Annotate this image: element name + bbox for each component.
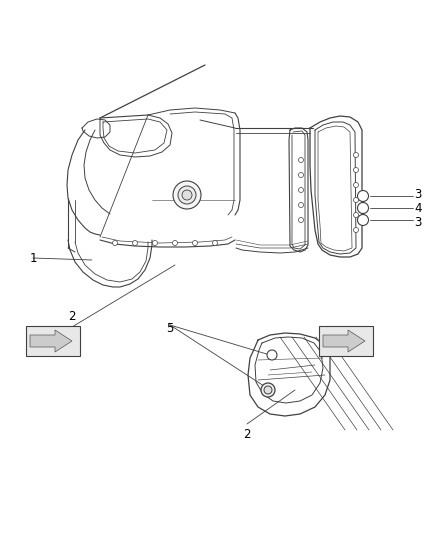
Circle shape (182, 190, 192, 200)
Circle shape (173, 181, 201, 209)
Circle shape (353, 152, 358, 157)
Text: 1: 1 (29, 252, 37, 264)
Circle shape (353, 182, 358, 188)
Circle shape (299, 173, 304, 177)
Circle shape (261, 383, 275, 397)
Text: 2: 2 (68, 310, 76, 322)
Circle shape (299, 217, 304, 222)
Circle shape (353, 213, 358, 217)
FancyBboxPatch shape (26, 326, 80, 356)
Circle shape (357, 203, 368, 214)
Circle shape (353, 228, 358, 232)
Circle shape (267, 350, 277, 360)
Circle shape (353, 198, 358, 203)
Circle shape (173, 240, 177, 246)
Text: 4: 4 (414, 201, 422, 214)
Circle shape (299, 188, 304, 192)
Text: 3: 3 (414, 215, 422, 229)
FancyBboxPatch shape (319, 326, 373, 356)
Circle shape (178, 186, 196, 204)
Text: 2: 2 (243, 429, 251, 441)
Text: 3: 3 (414, 188, 422, 200)
Circle shape (357, 190, 368, 201)
Circle shape (192, 240, 198, 246)
Circle shape (299, 203, 304, 207)
Circle shape (212, 240, 218, 246)
Circle shape (357, 214, 368, 225)
Circle shape (353, 167, 358, 173)
Polygon shape (323, 330, 365, 352)
Circle shape (264, 386, 272, 394)
Circle shape (133, 240, 138, 246)
Circle shape (152, 240, 158, 246)
Text: 5: 5 (166, 321, 174, 335)
Circle shape (113, 240, 117, 246)
Circle shape (299, 157, 304, 163)
Polygon shape (30, 330, 72, 352)
